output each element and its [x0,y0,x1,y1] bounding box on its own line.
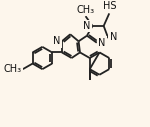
Text: CH₃: CH₃ [76,5,95,15]
Text: N: N [53,36,60,46]
Text: HS: HS [102,1,116,11]
Text: N: N [84,21,91,31]
Text: N: N [98,38,106,48]
Text: N: N [110,32,117,42]
Text: CH₃: CH₃ [3,64,21,74]
